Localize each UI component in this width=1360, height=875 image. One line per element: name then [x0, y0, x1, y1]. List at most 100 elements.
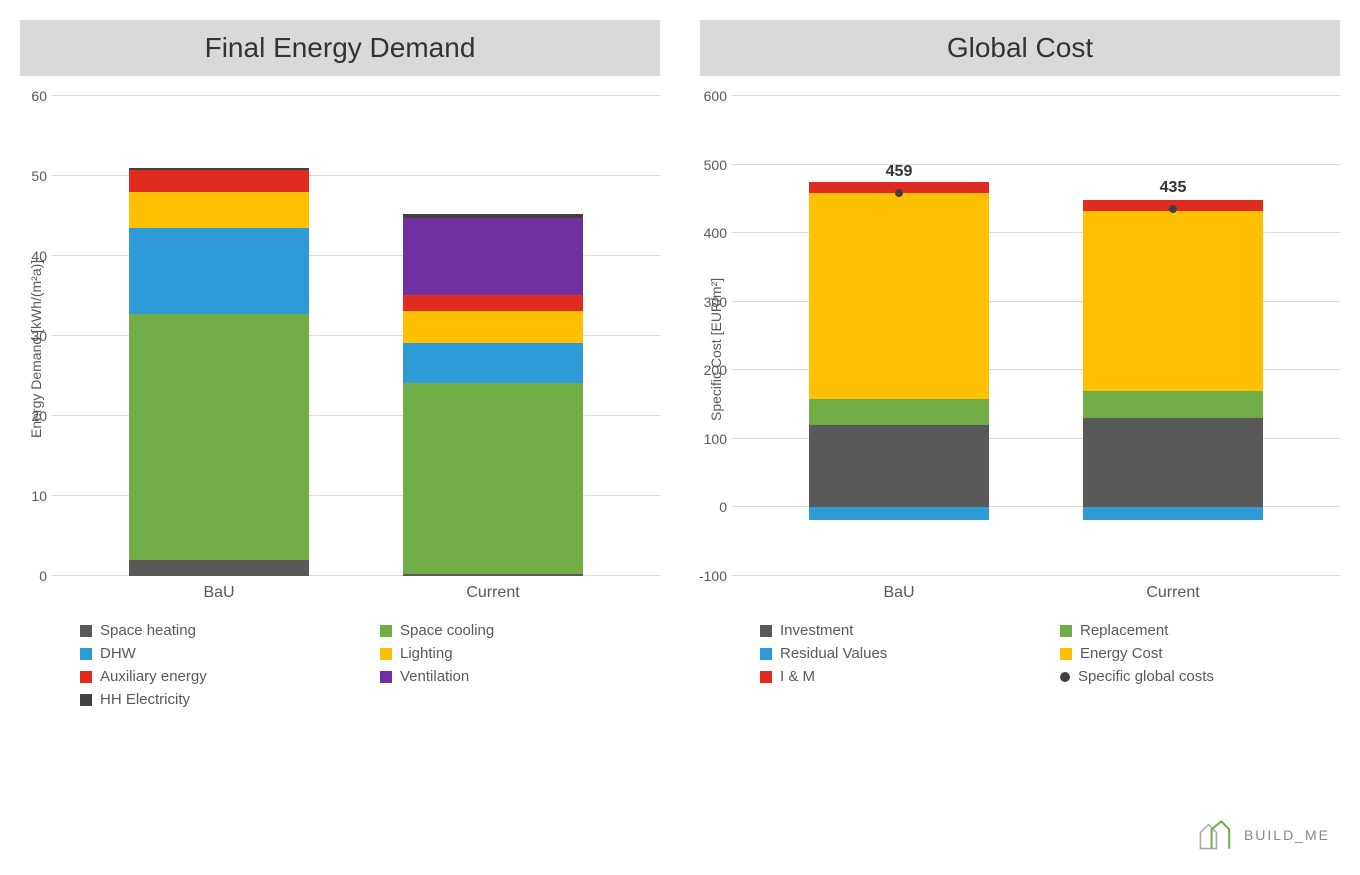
legend-item: Ventilation — [380, 668, 660, 685]
legend-label: Residual Values — [780, 645, 887, 662]
bar-segment — [403, 343, 583, 383]
legend-item: DHW — [80, 645, 360, 662]
legend-label: Specific global costs — [1078, 668, 1214, 685]
legend-swatch — [760, 671, 772, 683]
bar-segment — [1083, 507, 1263, 519]
bar-column — [403, 96, 583, 576]
y-tick-label: 60 — [2, 88, 47, 104]
y-tick-label: 300 — [682, 294, 727, 310]
legend-swatch — [760, 648, 772, 660]
legend-item: Investment — [760, 622, 1040, 639]
legend-label: Investment — [780, 622, 853, 639]
left-chart-inner: 0102030405060 BaU Current — [52, 96, 660, 602]
bar-segment — [403, 214, 583, 217]
x-axis-label: BaU — [809, 584, 989, 602]
legend-dot — [1060, 672, 1070, 682]
x-axis-label: Current — [1083, 584, 1263, 602]
bar-column: 435 — [1083, 96, 1263, 576]
legend-item: Space heating — [80, 622, 360, 639]
left-chart-body: Energy Demand [kWh/(m²a)] 0102030405060 … — [20, 96, 660, 602]
legend-swatch — [380, 625, 392, 637]
left-legend: Space heating Space cooling DHW Lighting Aux… — [20, 602, 660, 708]
bar-segment — [1083, 391, 1263, 418]
legend-item: Space cooling — [380, 622, 660, 639]
legend-item: I & M — [760, 668, 1040, 685]
y-tick-label: 500 — [682, 157, 727, 173]
y-tick-label: -100 — [682, 568, 727, 584]
legend-label: Auxiliary energy — [100, 668, 207, 685]
charts-container: Final Energy Demand Energy Demand [kWh/(… — [20, 20, 1340, 708]
bar-segment — [809, 193, 989, 399]
right-chart-panel: Global Cost Specific Cost [EUR/m²] -1000… — [700, 20, 1340, 708]
right-chart-body: Specific Cost [EUR/m²] -1000100200300400… — [700, 96, 1340, 602]
bar-segment — [1083, 211, 1263, 391]
y-tick-label: 200 — [682, 362, 727, 378]
legend-label: Energy Cost — [1080, 645, 1163, 662]
y-tick-label: 0 — [2, 568, 47, 584]
legend-label: Space cooling — [400, 622, 494, 639]
bar-column — [129, 96, 309, 576]
legend-swatch — [80, 671, 92, 683]
y-tick-label: 0 — [682, 499, 727, 515]
bar-segment — [809, 507, 989, 519]
bar-segment — [403, 311, 583, 343]
legend-label: Replacement — [1080, 622, 1168, 639]
bar-segment — [403, 383, 583, 573]
bars-zone: 459 435 — [732, 96, 1340, 576]
point-value-label: 435 — [1160, 179, 1187, 197]
left-chart-panel: Final Energy Demand Energy Demand [kWh/(… — [20, 20, 660, 708]
bar-segment — [403, 574, 583, 576]
bar-segment — [403, 218, 583, 296]
point-value-label: 459 — [886, 163, 913, 181]
logo-text: BUILD_ME — [1244, 827, 1330, 843]
bar-segment — [1083, 418, 1263, 507]
legend-label: Ventilation — [400, 668, 469, 685]
legend-swatch — [80, 625, 92, 637]
y-tick-label: 30 — [2, 328, 47, 344]
legend-swatch — [80, 648, 92, 660]
legend-label: I & M — [780, 668, 815, 685]
left-chart-title: Final Energy Demand — [20, 20, 660, 76]
right-chart-inner: -1000100200300400500600459435 BaUCurrent — [732, 96, 1340, 602]
legend-label: HH Electricity — [100, 691, 190, 708]
bar-segment — [809, 425, 989, 507]
bar-segment — [129, 170, 309, 192]
legend-item: HH Electricity — [80, 691, 360, 708]
legend-swatch — [80, 694, 92, 706]
left-x-labels: BaU Current — [52, 576, 660, 602]
left-plot-area: 0102030405060 — [52, 96, 660, 576]
legend-swatch — [380, 648, 392, 660]
legend-item: Specific global costs — [1060, 668, 1340, 685]
bar-segment — [129, 192, 309, 228]
y-tick-label: 600 — [682, 88, 727, 104]
legend-item: Auxiliary energy — [80, 668, 360, 685]
y-tick-label: 20 — [2, 408, 47, 424]
x-axis-label: Current — [403, 584, 583, 602]
y-tick-label: 50 — [2, 168, 47, 184]
legend-item: Residual Values — [760, 645, 1040, 662]
y-tick-label: 10 — [2, 488, 47, 504]
bar-segment — [809, 399, 989, 425]
legend-swatch — [760, 625, 772, 637]
point-marker — [1169, 205, 1177, 213]
logo-icon — [1194, 815, 1234, 855]
y-tick-label: 100 — [682, 431, 727, 447]
legend-item: Replacement — [1060, 622, 1340, 639]
legend-label: Lighting — [400, 645, 453, 662]
bar-segment — [129, 228, 309, 314]
bar-segment — [129, 560, 309, 576]
legend-swatch — [1060, 648, 1072, 660]
right-legend: Investment Replacement Residual Values Ener… — [700, 602, 1340, 685]
point-marker — [895, 189, 903, 197]
bar-segment — [129, 168, 309, 170]
x-axis-label: BaU — [129, 584, 309, 602]
bars-zone — [52, 96, 660, 576]
legend-swatch — [380, 671, 392, 683]
build-me-logo: BUILD_ME — [1194, 815, 1330, 855]
bar-segment — [403, 295, 583, 311]
legend-label: Space heating — [100, 622, 196, 639]
legend-item: Lighting — [380, 645, 660, 662]
legend-label: DHW — [100, 645, 136, 662]
right-x-labels: BaU Current — [732, 576, 1340, 602]
legend-item: Energy Cost — [1060, 645, 1340, 662]
